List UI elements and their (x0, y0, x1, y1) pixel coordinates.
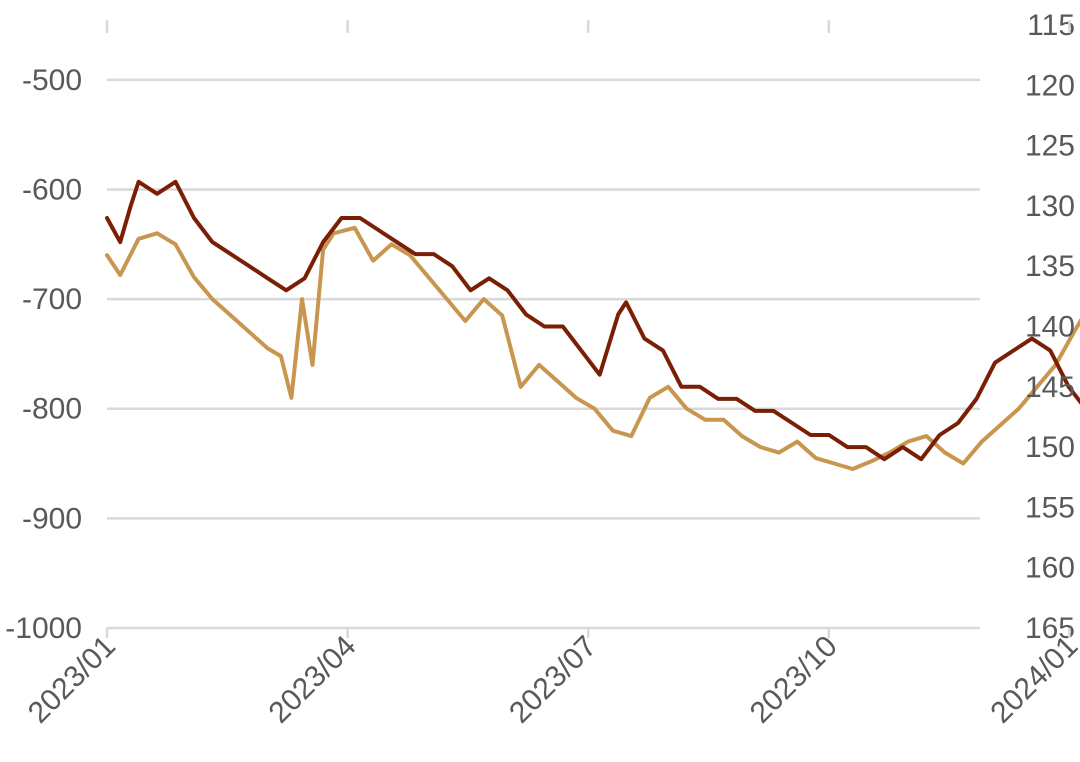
left-y-tick-label: -600 (22, 173, 82, 206)
series-2-line (105, 179, 1080, 462)
left-y-tick-label: -700 (22, 283, 82, 316)
x-tick-label: 2023/10 (744, 630, 844, 730)
right-y-tick-label: 165 (1025, 612, 1075, 645)
left-y-tick-label: -900 (22, 502, 82, 535)
gridlines (107, 78, 980, 630)
left-y-tick-label: -500 (22, 64, 82, 97)
right-y-tick-label: 145 (1025, 371, 1075, 404)
right-y-tick-label: 155 (1025, 491, 1075, 524)
x-tick-label: 2023/07 (503, 630, 603, 730)
left-y-tick-label: -1000 (5, 612, 82, 645)
right-y-tick-label: 135 (1025, 250, 1075, 283)
right-y-tick-label: 130 (1025, 190, 1075, 223)
series-lines (105, 179, 1080, 471)
right-y-axis: 115 120 125 130 135 140 145 150 155 160 165 (1025, 9, 1075, 645)
x-tick-label: 2023/04 (263, 630, 363, 730)
right-y-tick-label: 140 (1025, 311, 1075, 344)
right-y-tick-label: 115 (1027, 9, 1075, 42)
left-y-tick-label: -800 (22, 393, 82, 426)
series-1-line (105, 225, 1080, 471)
right-y-tick-label: 160 (1025, 552, 1075, 585)
right-y-tick-label: 125 (1025, 130, 1075, 163)
left-y-axis: -500 -600 -700 -800 -900 -1000 (5, 64, 82, 645)
right-y-tick-label: 150 (1025, 431, 1075, 464)
right-y-tick-label: 120 (1025, 69, 1075, 102)
